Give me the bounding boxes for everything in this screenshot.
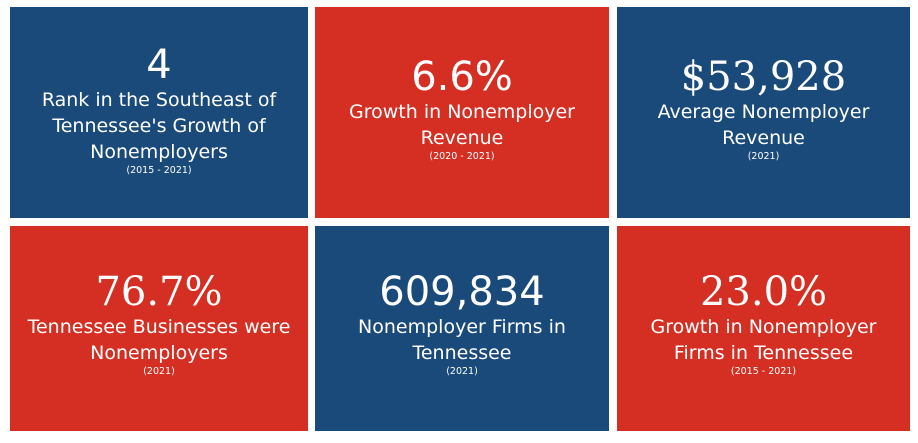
stat-period: (2020 - 2021): [429, 151, 495, 162]
stat-tile-nonemployer-share: 76.7% Tennessee Businesses were Nonemplo…: [10, 226, 308, 431]
stat-label-line: Rank in the Southeast of: [41, 89, 277, 111]
stat-tile-nonemployer-firms: 609,834 Nonemployer Firms in Tennessee (…: [315, 226, 609, 431]
stat-label-line: Growth in Nonemployer: [349, 101, 575, 123]
stat-tile-firm-growth: 23.0% Growth in Nonemployer Firms in Ten…: [617, 226, 910, 431]
stat-label-line: Growth in Nonemployer: [650, 316, 877, 338]
stat-label-line: Nonemployers: [90, 141, 228, 163]
stat-period: (2021): [747, 151, 780, 162]
stat-period: (2015 - 2021): [730, 366, 797, 377]
stat-value: 4: [146, 42, 172, 88]
stat-value: 6.6%: [411, 54, 513, 100]
stat-value: 23.0%: [699, 269, 828, 315]
stat-period: (2021): [446, 366, 478, 377]
stat-label-line: Nonemployers: [90, 342, 228, 364]
stat-tile-average-revenue: $53,928 Average Nonemployer Revenue (202…: [617, 7, 910, 218]
stat-tile-revenue-growth: 6.6% Growth in Nonemployer Revenue (2020…: [315, 7, 609, 218]
stat-label-line: Tennessee's Growth of: [52, 115, 266, 137]
stat-value: 609,834: [379, 269, 545, 315]
stat-label-line: Firms in Tennessee: [673, 342, 854, 364]
stat-period: (2015 - 2021): [126, 165, 192, 176]
stat-label-line: Average Nonemployer: [657, 101, 870, 123]
stat-label-line: Nonemployer Firms in: [358, 316, 566, 338]
stat-label-line: Tennessee Businesses were: [27, 316, 291, 338]
stat-tile-southeast-rank: 4 Rank in the Southeast of Tennessee's G…: [10, 7, 308, 218]
stat-label-line: Revenue: [722, 127, 805, 149]
stat-value: 76.7%: [95, 269, 223, 315]
stat-label-line: Revenue: [420, 127, 504, 149]
stat-period: (2021): [143, 366, 175, 377]
stat-label-line: Tennessee: [412, 342, 512, 364]
stat-value: $53,928: [680, 54, 847, 100]
